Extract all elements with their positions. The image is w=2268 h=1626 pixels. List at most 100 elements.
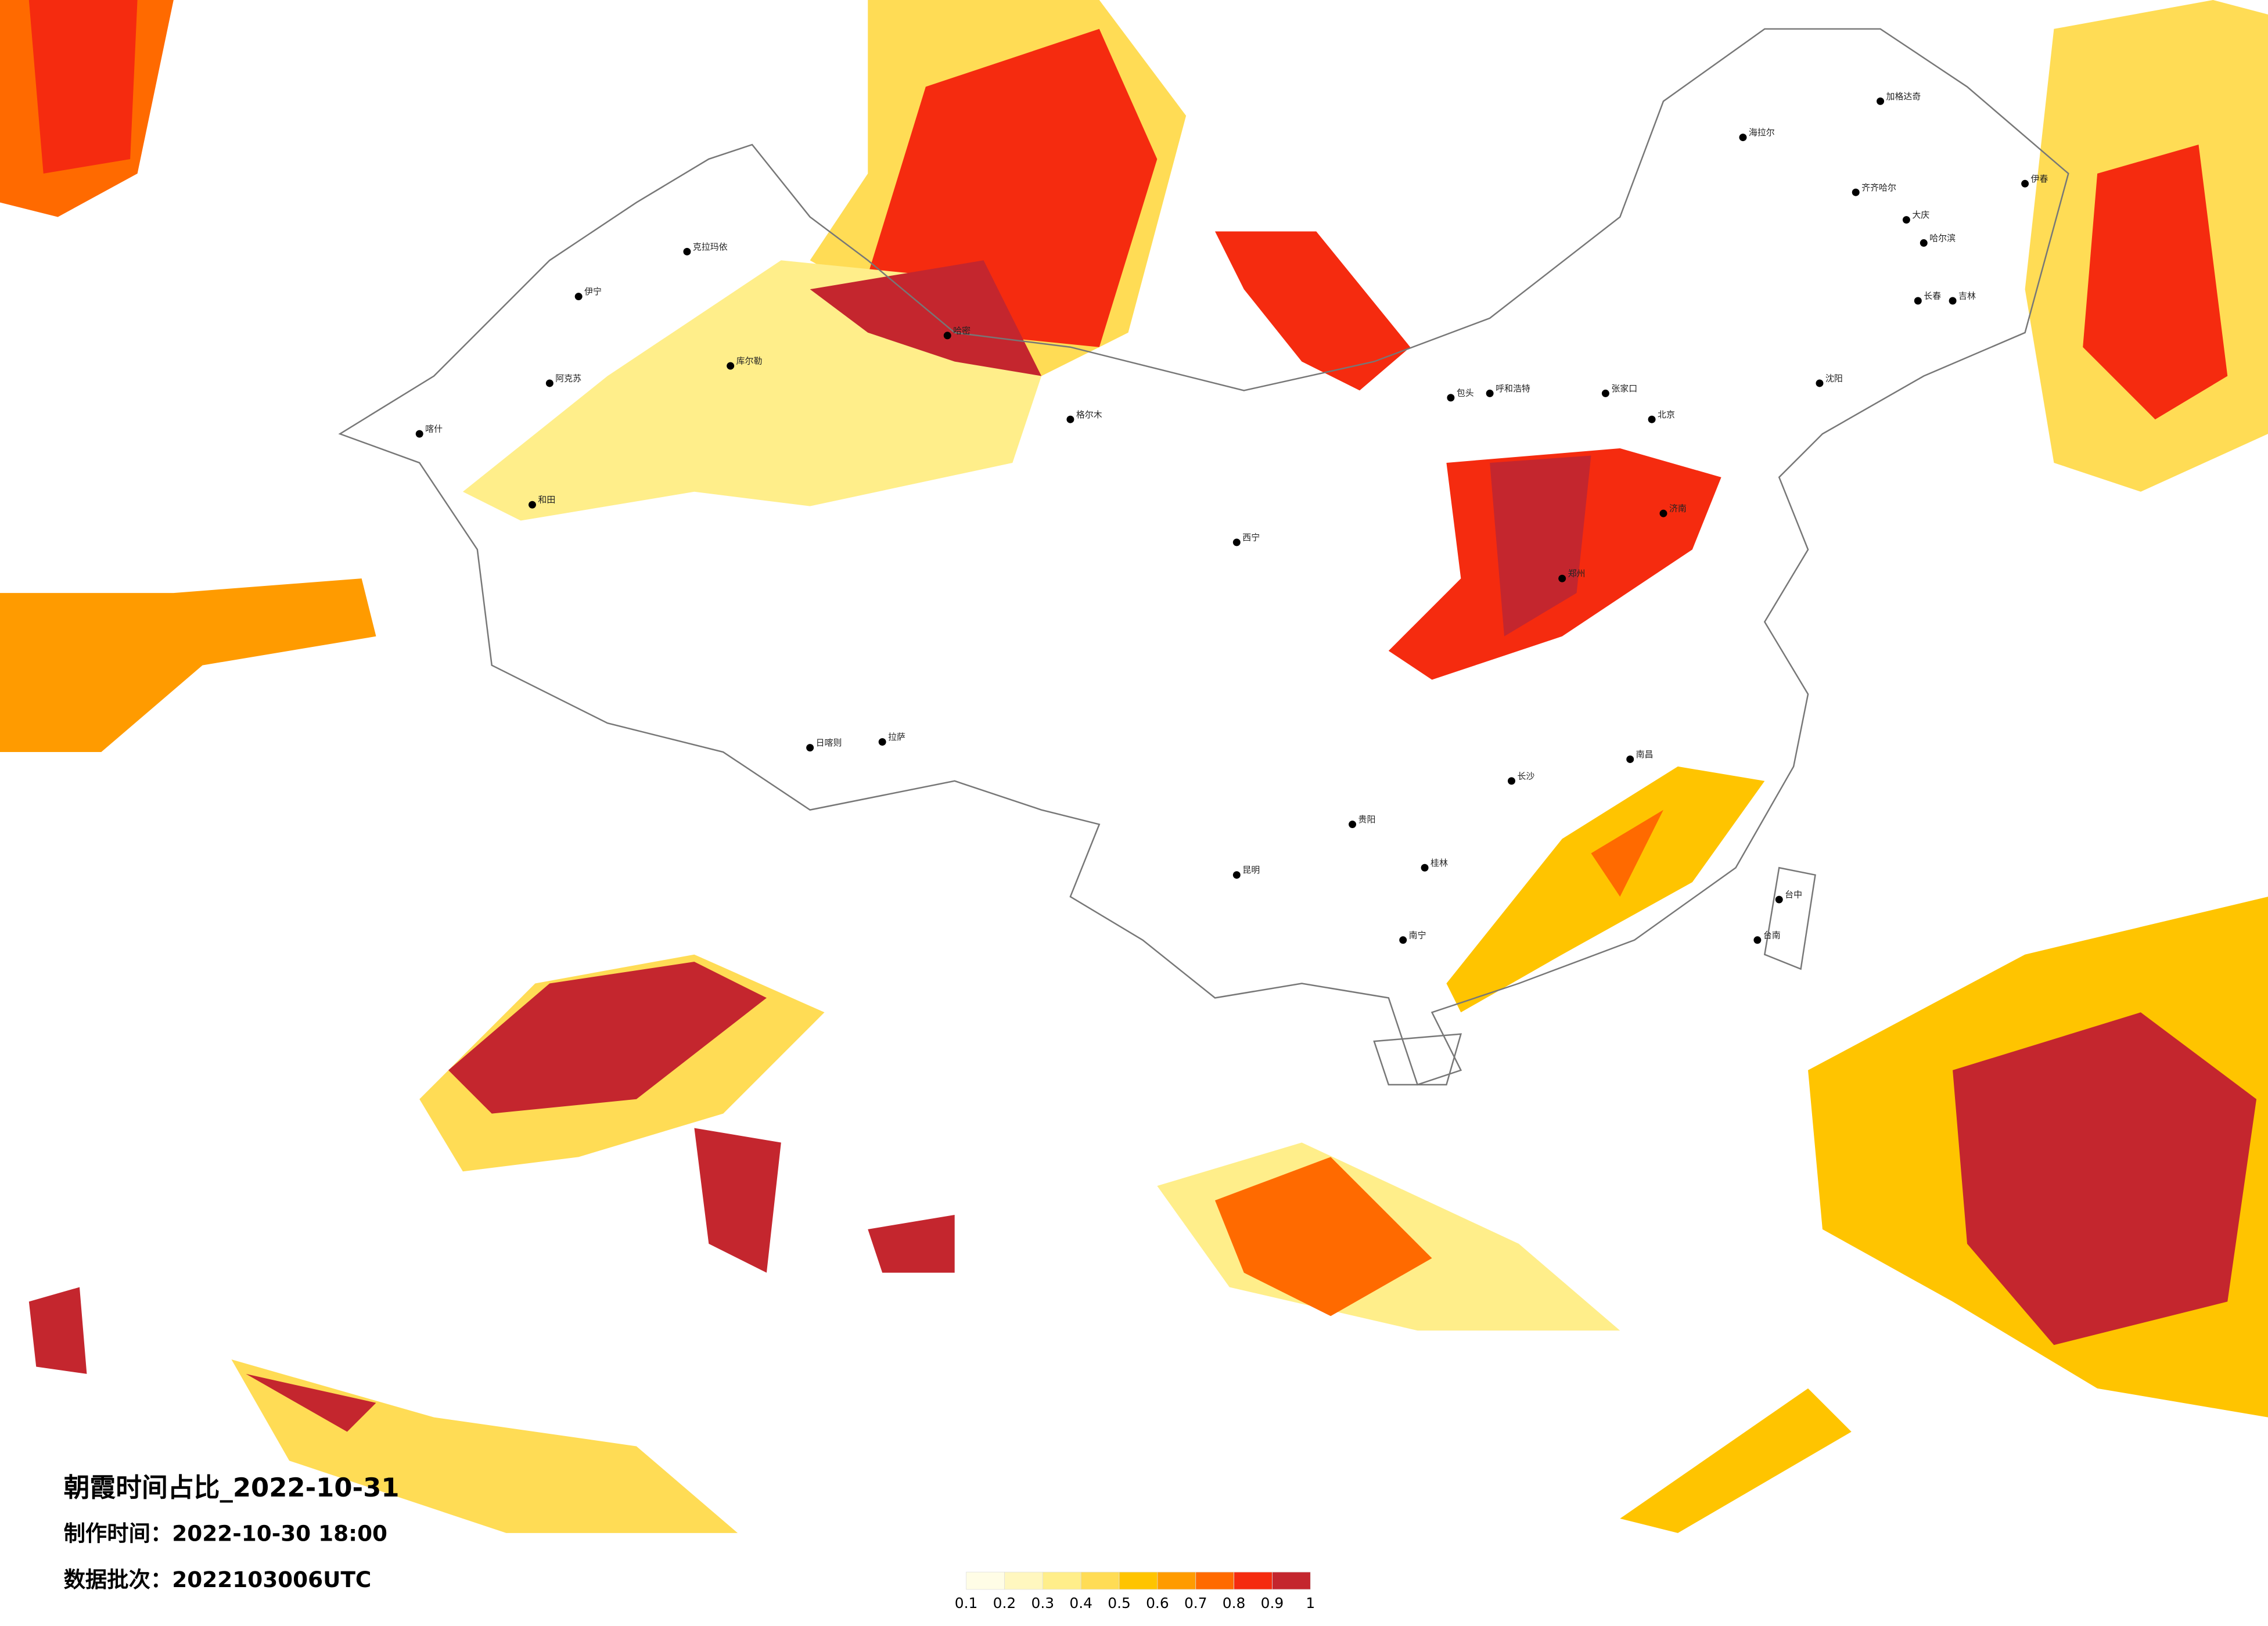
city-dot [1920,239,1928,247]
city-label: 济南 [1669,503,1687,514]
city-dot [1877,97,1885,105]
city-dot [1775,895,1783,904]
legend-swatch [1234,1571,1273,1590]
city-label: 呼和浩特 [1496,383,1530,394]
city-label: 阿克苏 [555,373,581,383]
city-label: 贵阳 [1358,814,1376,825]
legend-tick-label: 0.8 [1223,1595,1246,1611]
city-dot [1066,415,1074,423]
city-label: 台南 [1763,930,1781,940]
city-label: 桂林 [1430,858,1448,868]
legend-tick-label: 0.1 [955,1595,978,1611]
field [1214,1157,1432,1316]
city-label: 张家口 [1611,383,1637,394]
city-label: 郑州 [1568,569,1586,579]
legend-tick-label: 1 [1306,1595,1315,1611]
made-time-value: 2022-10-30 18:00 [172,1520,387,1546]
field [28,1287,87,1374]
legend-tick-label: 0.5 [1108,1595,1131,1611]
city-dot [574,293,583,301]
legend-swatch [1195,1571,1234,1590]
city-label: 格尔木 [1076,409,1102,420]
field [868,1214,955,1273]
field [810,260,1042,376]
city-dot [1508,777,1515,785]
legend-tick-label: 0.3 [1031,1595,1055,1611]
city-dot [1739,134,1747,142]
batch: 数据批次：2022103006UTC [64,1567,372,1592]
city-label: 吉林 [1958,291,1976,301]
city-label: 台中 [1785,890,1802,900]
city-label: 伊宁 [584,286,602,297]
city-dot [1601,389,1609,397]
city-label: 喀什 [425,424,443,434]
legend-tick-label: 0.4 [1069,1595,1092,1611]
city-label: 和田 [538,495,555,505]
city-dot [1399,936,1407,944]
city-dot [529,501,536,509]
field [868,28,1158,347]
boundaries [338,28,2069,1086]
city-label: 大庆 [1912,210,1929,220]
city-dot [2021,179,2029,188]
city-dot [727,362,735,370]
city-label: 包头 [1457,387,1474,398]
field [1620,1388,1852,1533]
city-dot [878,738,886,746]
field [694,1128,781,1273]
city-label: 哈尔滨 [1929,233,1956,243]
city-dot [415,430,423,438]
city-label: 北京 [1658,409,1675,420]
city-dot [683,247,691,256]
island-outline [1763,866,1816,970]
legend-swatch [1272,1571,1311,1590]
city-label: 沈阳 [1825,373,1843,383]
city-dot [1648,415,1656,423]
city-dot [1914,297,1922,305]
island-outline [1373,1033,1462,1086]
city-dot [1816,379,1824,387]
city-dot [1659,509,1667,517]
city-dot [1558,574,1566,582]
field [1214,231,1411,391]
city-dot [545,379,553,387]
city-label: 哈密 [953,325,971,336]
made-time: 制作时间：2022-10-30 18:00 [64,1520,387,1546]
city-label: 日喀则 [816,738,842,748]
city-label: 南昌 [1636,749,1654,760]
city-dot [1349,821,1357,829]
city-dot [1447,394,1455,402]
city-dot [1626,756,1634,763]
city-dot [1949,297,1957,305]
batch-value: 2022103006UTC [172,1567,371,1592]
legend: 0.1 0.2 0.3 0.4 0.5 0.6 0.7 0.8 0.9 1 [955,1571,1315,1611]
legend-swatch [1004,1571,1043,1590]
legend-tick-label: 0.7 [1184,1595,1207,1611]
legend-tick-label: 0.6 [1146,1595,1169,1611]
city-label: 西宁 [1242,532,1260,542]
city-dot [1486,389,1494,397]
field [1591,810,1663,897]
city-label: 长春 [1924,291,1941,301]
city-label: 拉萨 [888,732,905,742]
legend-tick-label: 0.2 [993,1595,1016,1611]
field [246,1373,376,1432]
legend-swatch [1157,1571,1196,1590]
map-title: 朝霞时间占比_2022-10-31 [64,1472,400,1503]
legend-tick-label: 0.9 [1261,1595,1284,1611]
city-label: 昆明 [1242,865,1260,875]
city-label: 加格达奇 [1886,91,1921,102]
city-label: 库尔勒 [736,356,763,366]
fields [0,0,2268,1533]
legend-swatch [1042,1571,1081,1590]
city-label: 齐齐哈尔 [1861,182,1896,193]
city-dot [806,744,814,752]
legend-swatch [1080,1571,1120,1590]
legend-swatch [966,1571,1005,1590]
city-dot [1852,188,1860,196]
city-dot [1902,216,1910,224]
city-label: 克拉玛依 [693,242,728,252]
city-dot [943,332,951,340]
field [2083,145,2228,420]
